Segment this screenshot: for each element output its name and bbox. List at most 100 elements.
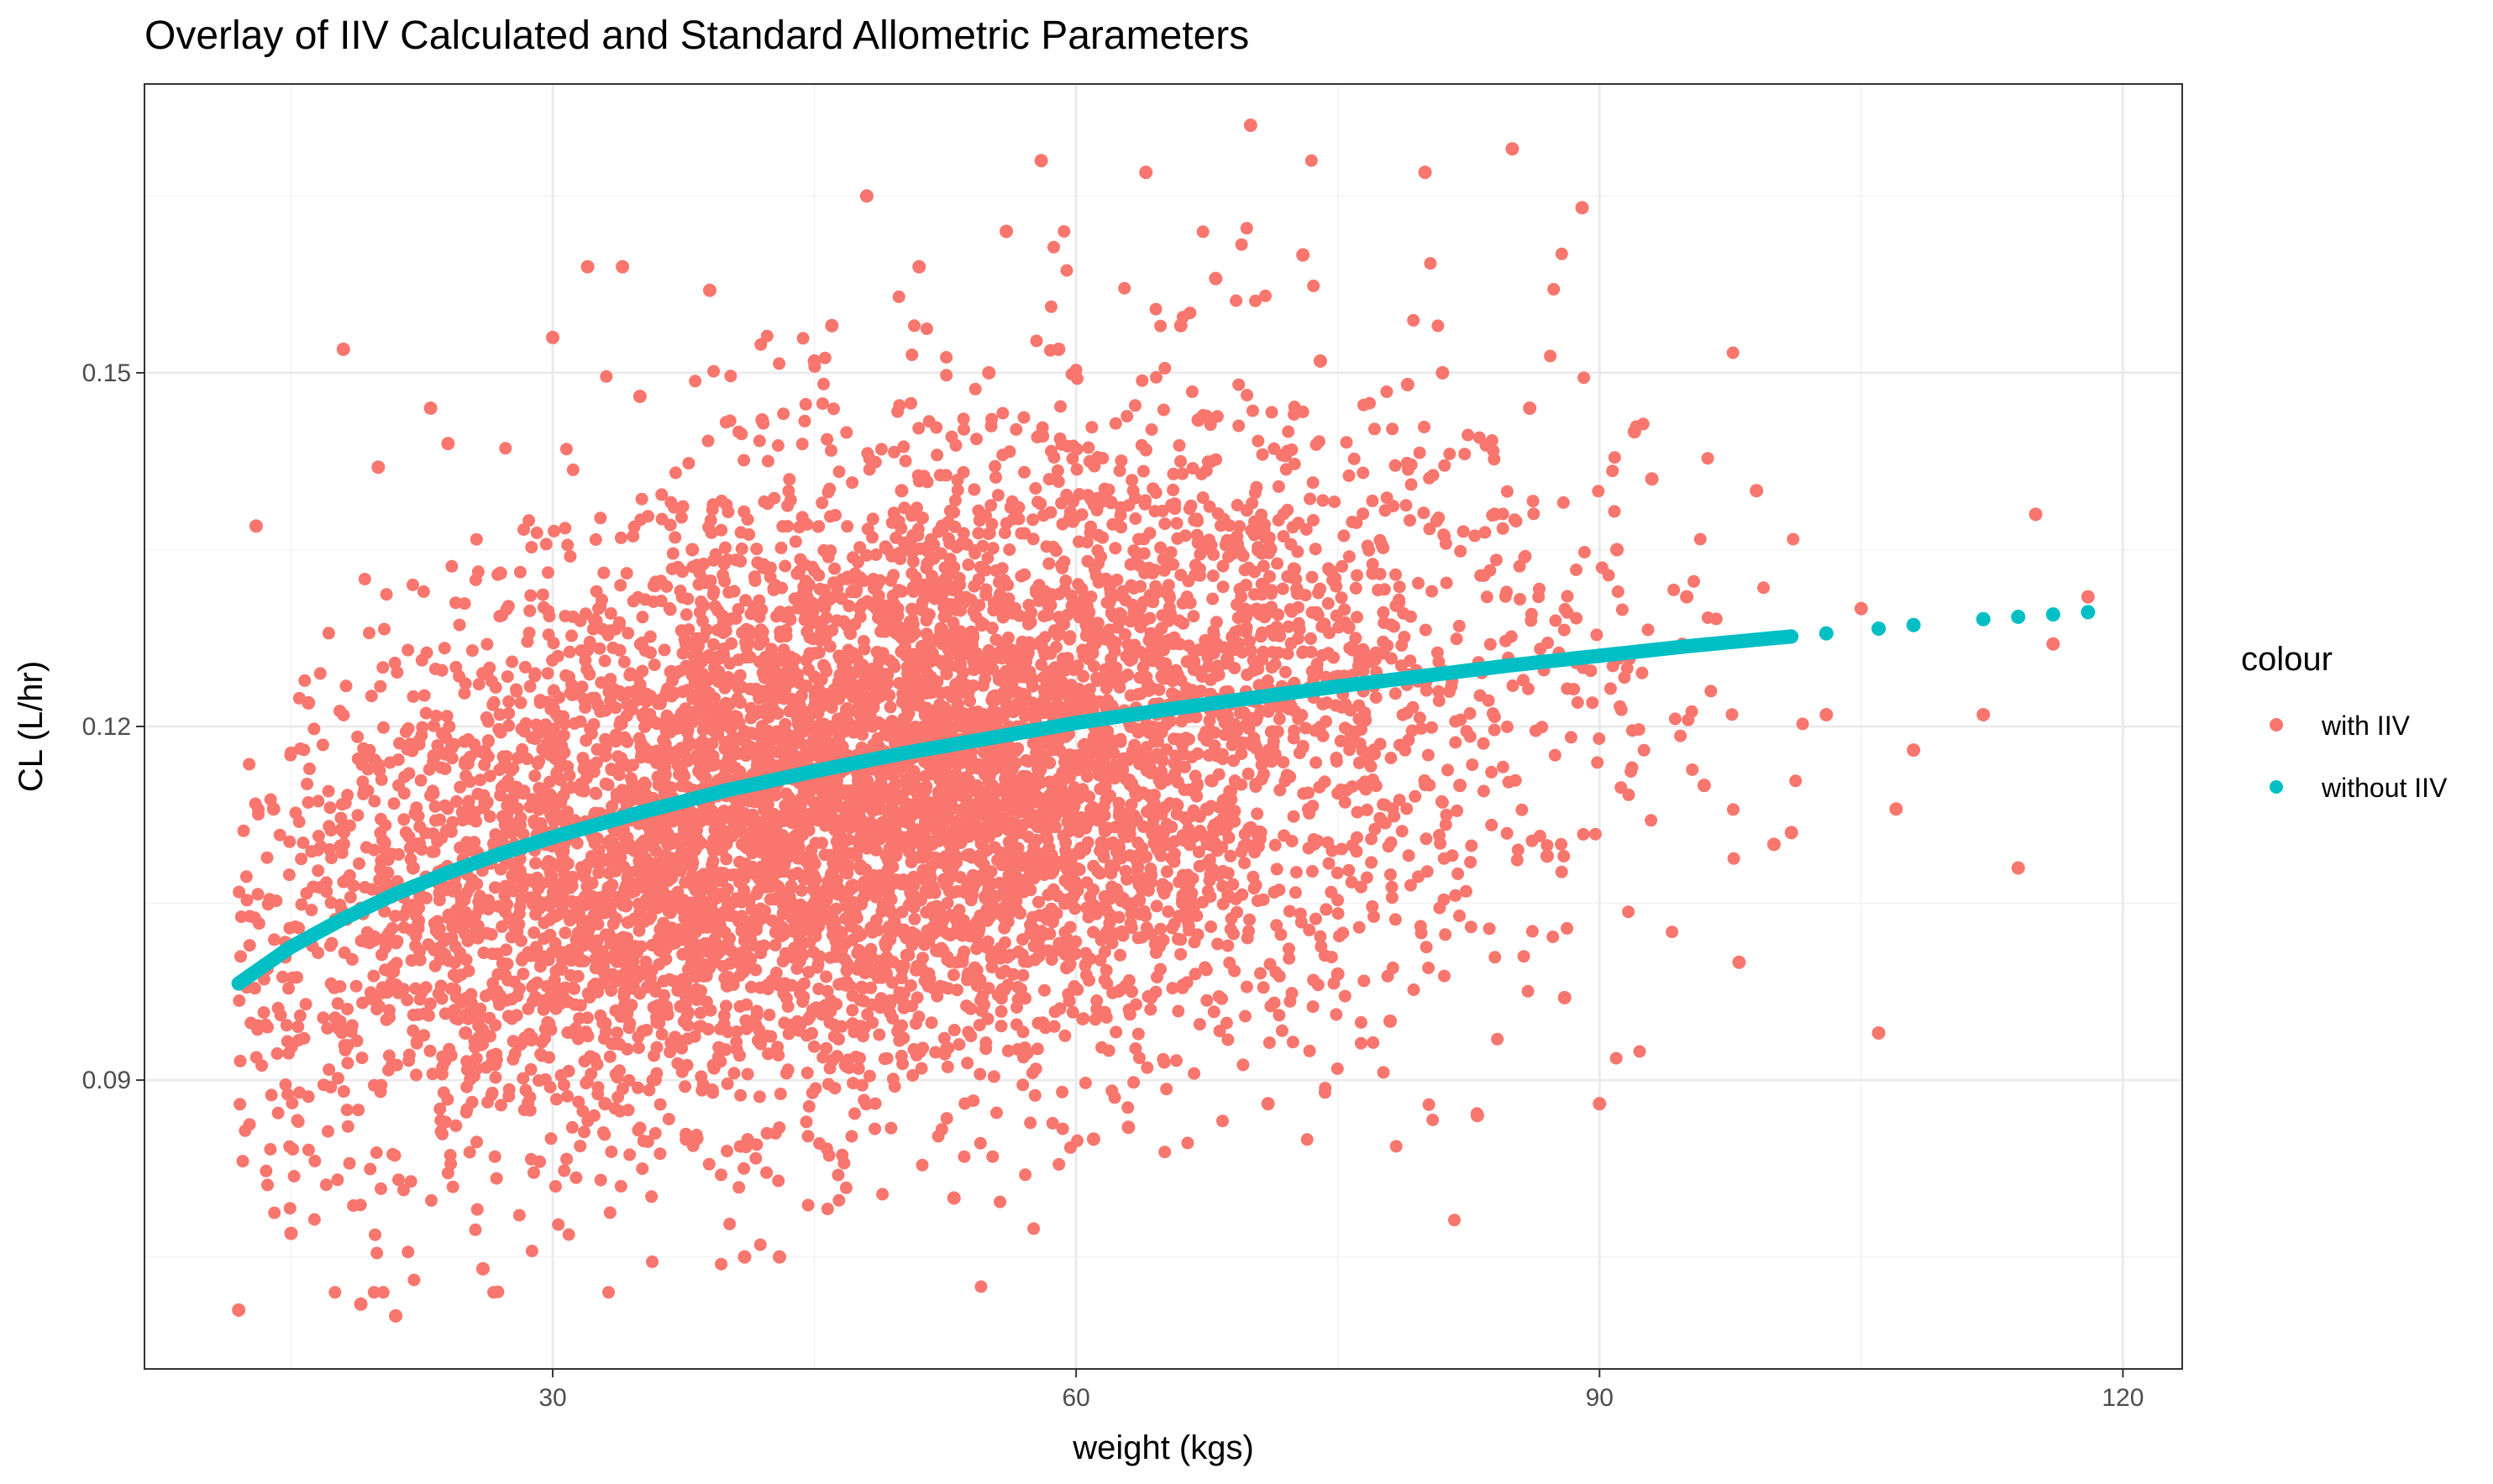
with-iiv-point: [947, 1191, 961, 1205]
with-iiv-point: [1540, 849, 1554, 863]
with-iiv-point: [371, 460, 386, 475]
with-iiv-point: [982, 365, 996, 380]
with-iiv-point: [354, 1297, 368, 1311]
with-iiv-point: [1557, 990, 1572, 1004]
with-iiv-point: [685, 543, 700, 557]
with-iiv-point: [1593, 1097, 1607, 1111]
without-iiv-curve: [231, 629, 1799, 991]
with-iiv-point: [2029, 507, 2043, 522]
with-iiv-point: [737, 1250, 752, 1264]
with-iiv-point: [790, 672, 804, 686]
with-iiv-point: [563, 943, 577, 957]
with-iiv-point: [807, 354, 821, 368]
with-iiv-point: [2011, 861, 2025, 875]
with-iiv-point: [1296, 248, 1310, 262]
with-iiv-point: [1889, 802, 1903, 816]
with-iiv-point: [895, 484, 909, 498]
with-iiv-point: [1366, 566, 1380, 580]
without-iiv-point: [2045, 607, 2060, 622]
x-axis: 30 60 90 120: [538, 1369, 2144, 1412]
with-iiv-point: [1697, 779, 1711, 793]
with-iiv-point: [1418, 165, 1432, 180]
with-iiv-point: [1086, 1132, 1100, 1146]
y-axis: 0.09 0.12 0.15: [82, 359, 144, 1094]
with-iiv-point: [441, 437, 455, 451]
with-iiv-point: [1505, 142, 1519, 156]
with-iiv-point: [1191, 413, 1205, 427]
without-iiv-point: [1871, 621, 1887, 636]
without-iiv-point: [1906, 617, 1921, 632]
with-iiv-point: [912, 260, 926, 274]
legend-key-without-iiv: [2270, 780, 2283, 794]
with-iiv-point: [825, 318, 839, 333]
with-iiv-point: [1645, 472, 1659, 486]
with-iiv-point: [1575, 201, 1589, 215]
with-iiv-point: [755, 413, 769, 427]
with-iiv-point: [232, 1303, 246, 1317]
with-iiv-point: [493, 566, 507, 580]
with-iiv-point: [528, 732, 543, 746]
series-without-iiv: [231, 605, 2096, 991]
with-iiv-point: [1819, 707, 1834, 721]
y-tick-label: 0.15: [82, 359, 131, 387]
series-with-iiv: [232, 118, 2095, 1323]
without-iiv-point: [2081, 605, 2096, 620]
with-iiv-point: [1470, 1109, 1484, 1123]
with-iiv-point: [632, 389, 647, 403]
with-iiv-point: [1052, 342, 1066, 356]
x-axis-label: weight (kgs): [1072, 1429, 1254, 1466]
with-iiv-point: [1680, 590, 1694, 604]
with-iiv-point: [1750, 484, 1764, 498]
with-iiv-point: [1261, 1097, 1275, 1111]
with-iiv-point: [249, 519, 263, 533]
with-iiv-point: [1627, 425, 1641, 439]
legend-label-with-iiv: with IIV: [2321, 711, 2411, 741]
y-tick-label: 0.12: [82, 713, 131, 741]
with-iiv-point: [1523, 401, 1537, 416]
with-iiv-point: [1016, 884, 1031, 899]
without-iiv-point: [1976, 611, 1991, 627]
with-iiv-point: [616, 260, 630, 274]
with-iiv-point: [1000, 224, 1014, 239]
with-iiv-point: [1610, 543, 1624, 557]
with-iiv-point: [1243, 118, 1257, 133]
with-iiv-point: [1173, 318, 1188, 333]
with-iiv-point: [1209, 271, 1223, 286]
with-iiv-point: [423, 401, 438, 416]
with-iiv-point: [284, 1226, 298, 1240]
with-iiv-point: [1400, 377, 1414, 391]
legend-title: colour: [2241, 641, 2333, 678]
with-iiv-point: [2046, 637, 2060, 651]
with-iiv-point: [1435, 365, 1450, 380]
with-iiv-point: [1104, 496, 1118, 510]
x-tick-label: 30: [538, 1384, 566, 1412]
with-iiv-point: [406, 861, 420, 875]
with-iiv-point: [1784, 826, 1798, 840]
with-iiv-point: [1313, 354, 1327, 368]
chart-title: Overlay of IIV Calculated and Standard A…: [144, 13, 1249, 58]
with-iiv-point: [773, 1250, 787, 1264]
with-iiv-point: [1034, 154, 1048, 168]
y-axis-label: CL (L/hr): [13, 661, 50, 792]
with-iiv-point: [1732, 955, 1746, 969]
with-iiv-point: [389, 1308, 403, 1323]
with-iiv-point: [598, 1097, 612, 1111]
with-iiv-point: [1330, 967, 1345, 981]
with-iiv-point: [650, 814, 664, 828]
without-iiv-point: [2011, 609, 2026, 624]
x-tick-label: 60: [1062, 1384, 1089, 1412]
with-iiv-point: [702, 283, 716, 297]
with-iiv-point: [1139, 165, 1153, 180]
without-iiv-point: [1819, 626, 1834, 641]
with-iiv-point: [1871, 1025, 1886, 1040]
x-tick-label: 90: [1586, 1384, 1614, 1412]
with-iiv-point: [1157, 826, 1170, 840]
with-iiv-point: [1383, 1014, 1398, 1028]
with-iiv-point: [964, 625, 979, 639]
with-iiv-point: [1854, 601, 1868, 616]
y-tick-label: 0.09: [82, 1067, 131, 1094]
with-iiv-point: [459, 1025, 473, 1040]
with-iiv-point: [929, 943, 943, 957]
with-iiv-point: [266, 802, 281, 816]
